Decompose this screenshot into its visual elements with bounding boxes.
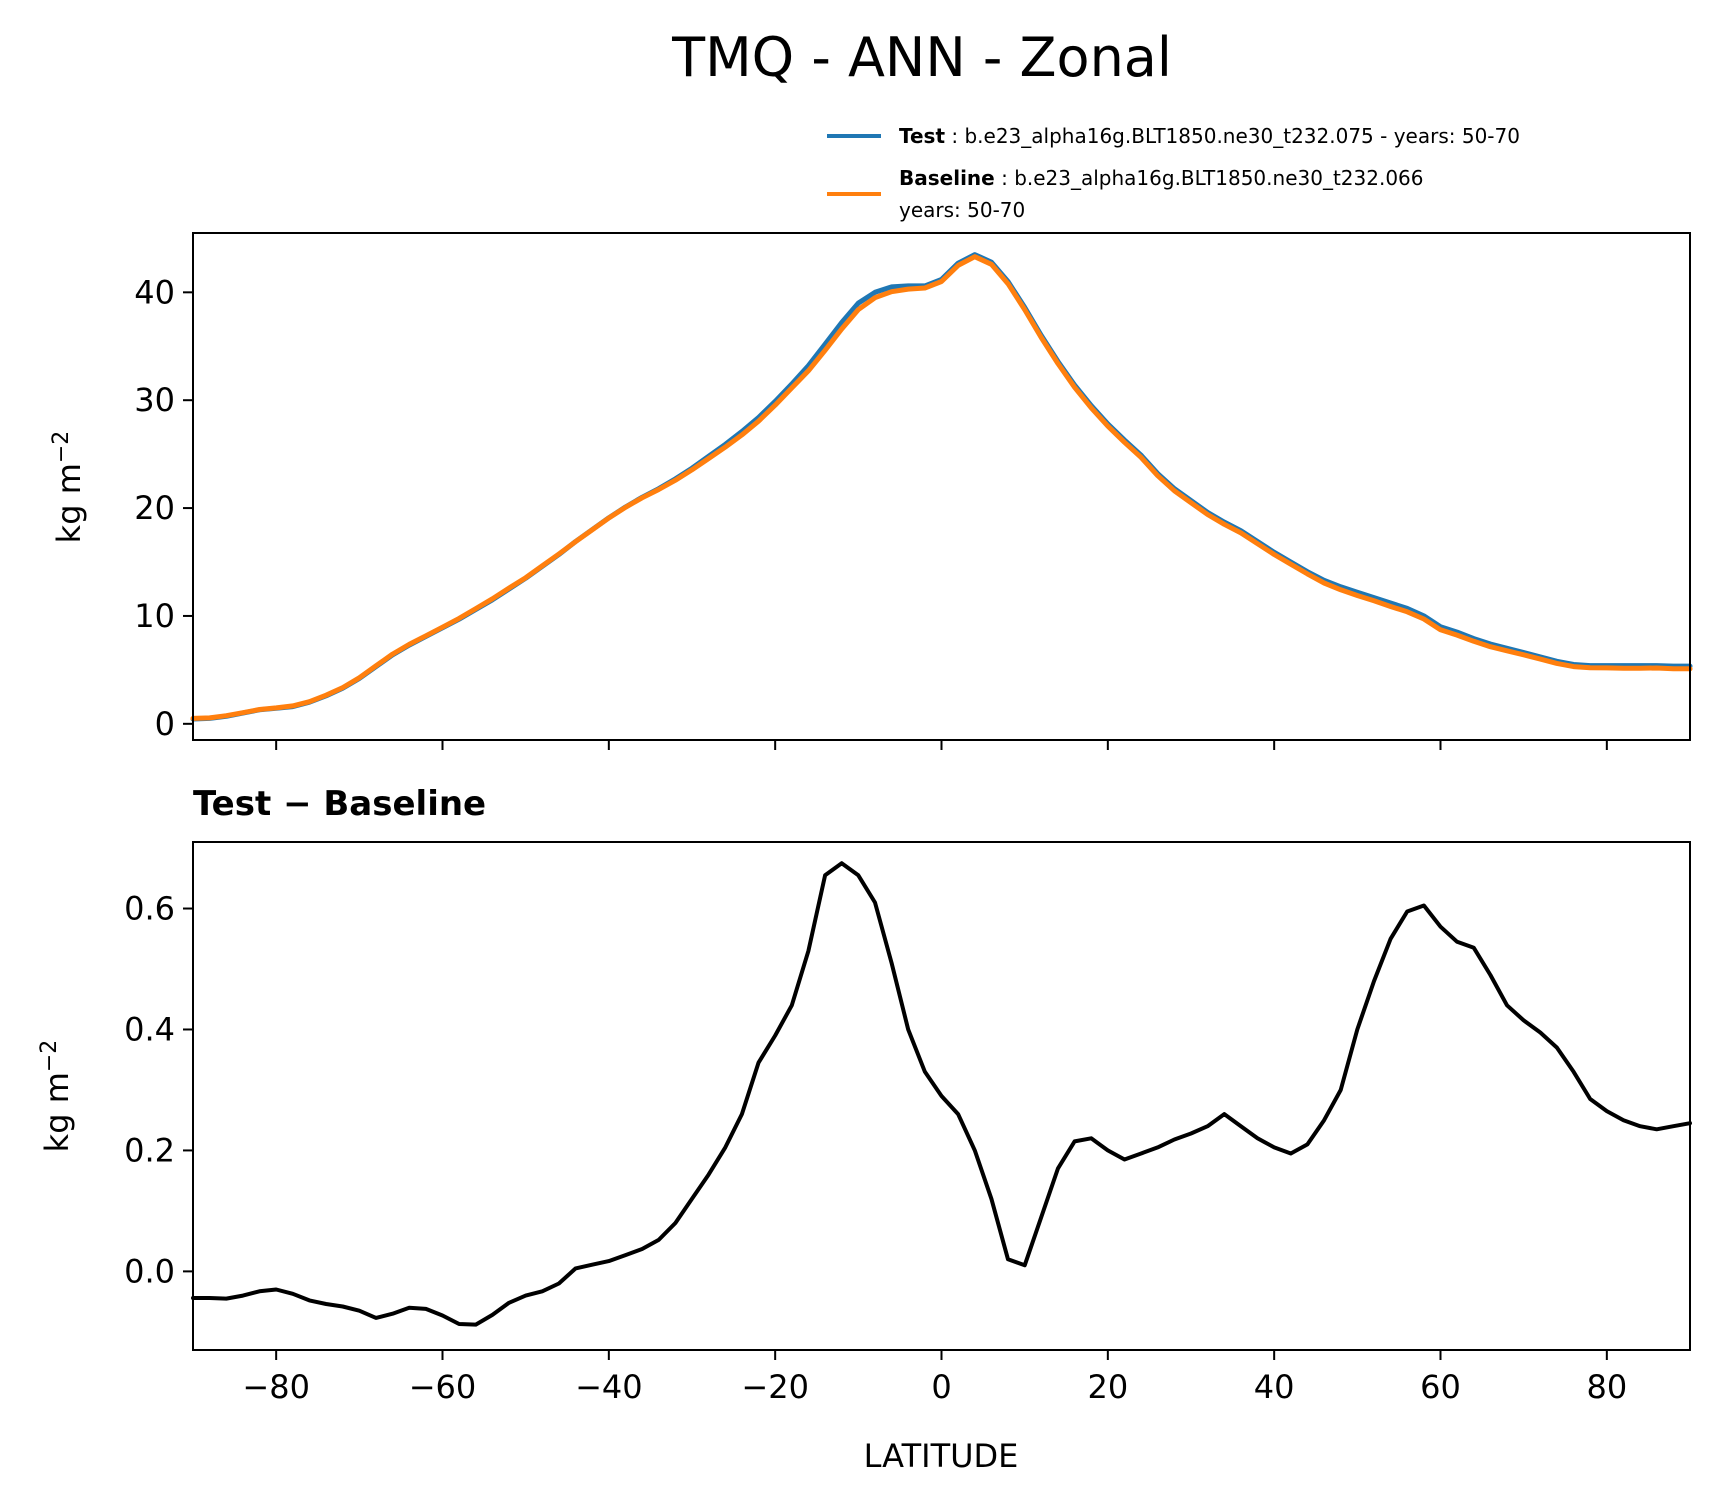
legend-baseline-text: b.e23_alpha16g.BLT1850.ne30_t232.066 — [1014, 166, 1423, 190]
legend-entry-test: Test : b.e23_alpha16g.BLT1850.ne30_t232.… — [899, 124, 1520, 148]
bottom-x-tick-label: −60 — [409, 1368, 477, 1406]
bottom-series-group — [191, 861, 1692, 1327]
legend-test-name: Test — [899, 124, 945, 148]
top-series-group — [190, 252, 1693, 722]
top-x-ticks — [275, 740, 1608, 750]
bottom-y-tick-label: 0.6 — [124, 890, 175, 928]
top-y-axis-label: kg m−2 — [49, 431, 88, 544]
figure-title: TMQ - ANN - Zonal — [671, 26, 1172, 89]
legend-entry-baseline: Baseline : b.e23_alpha16g.BLT1850.ne30_t… — [899, 166, 1424, 190]
bottom-x-axis-label: LATITUDE — [864, 1437, 1019, 1475]
legend-baseline-sep: : — [995, 166, 1014, 190]
top-y-axis-label-sup: −2 — [49, 431, 74, 463]
bottom-panel-title: Test − Baseline — [193, 784, 486, 824]
legend-baseline-line2: years: 50-70 — [899, 198, 1025, 222]
bottom-x-ticks: −80 −60 −40 −20 0 20 40 60 80 — [242, 1350, 1627, 1406]
legend-baseline-name: Baseline — [899, 166, 995, 190]
bottom-y-tick-label: 0.0 — [124, 1252, 175, 1290]
top-y-axis-label-base: kg m — [50, 463, 88, 543]
legend-test-sep: : — [945, 124, 964, 148]
top-y-tick-label: 40 — [134, 273, 175, 311]
top-series-test — [190, 252, 1693, 722]
bottom-plot-frame — [192, 841, 1691, 1351]
bottom-x-tick-label: 0 — [931, 1368, 951, 1406]
bottom-x-tick-label: 40 — [1254, 1368, 1295, 1406]
top-y-tick-label: 0 — [155, 705, 175, 743]
bottom-x-tick-label: 20 — [1087, 1368, 1128, 1406]
top-y-tick-label: 30 — [134, 381, 175, 419]
bottom-panel: Test − Baseline 0.0 0.2 0.4 0.6 −80 −60 −40 −2… — [37, 784, 1692, 1475]
top-panel: 0 10 20 30 40 kg m−2 — [49, 232, 1693, 750]
top-y-tick-label: 20 — [134, 489, 175, 527]
bottom-y-axis-label-sup: −2 — [37, 1040, 62, 1072]
bottom-y-tick-label: 0.4 — [124, 1010, 175, 1048]
bottom-x-tick-label: 60 — [1420, 1368, 1461, 1406]
bottom-x-tick-label: 80 — [1586, 1368, 1627, 1406]
top-plot-frame — [192, 232, 1691, 741]
bottom-y-tick-label: 0.2 — [124, 1131, 175, 1169]
legend-test-text: b.e23_alpha16g.BLT1850.ne30_t232.075 - y… — [964, 124, 1520, 148]
bottom-y-ticks: 0.0 0.2 0.4 0.6 — [124, 890, 193, 1290]
legend: Test : b.e23_alpha16g.BLT1850.ne30_t232.… — [827, 124, 1520, 222]
bottom-x-tick-label: −40 — [575, 1368, 643, 1406]
top-series-baseline — [190, 254, 1693, 721]
top-y-tick-label: 10 — [134, 597, 175, 635]
bottom-y-axis-label-base: kg m — [38, 1072, 76, 1152]
bottom-x-tick-label: −80 — [242, 1368, 310, 1406]
bottom-y-axis-label: kg m−2 — [37, 1040, 76, 1153]
top-y-ticks: 0 10 20 30 40 — [134, 273, 193, 743]
bottom-series-test-baseline — [191, 861, 1692, 1327]
bottom-x-tick-label: −20 — [741, 1368, 809, 1406]
